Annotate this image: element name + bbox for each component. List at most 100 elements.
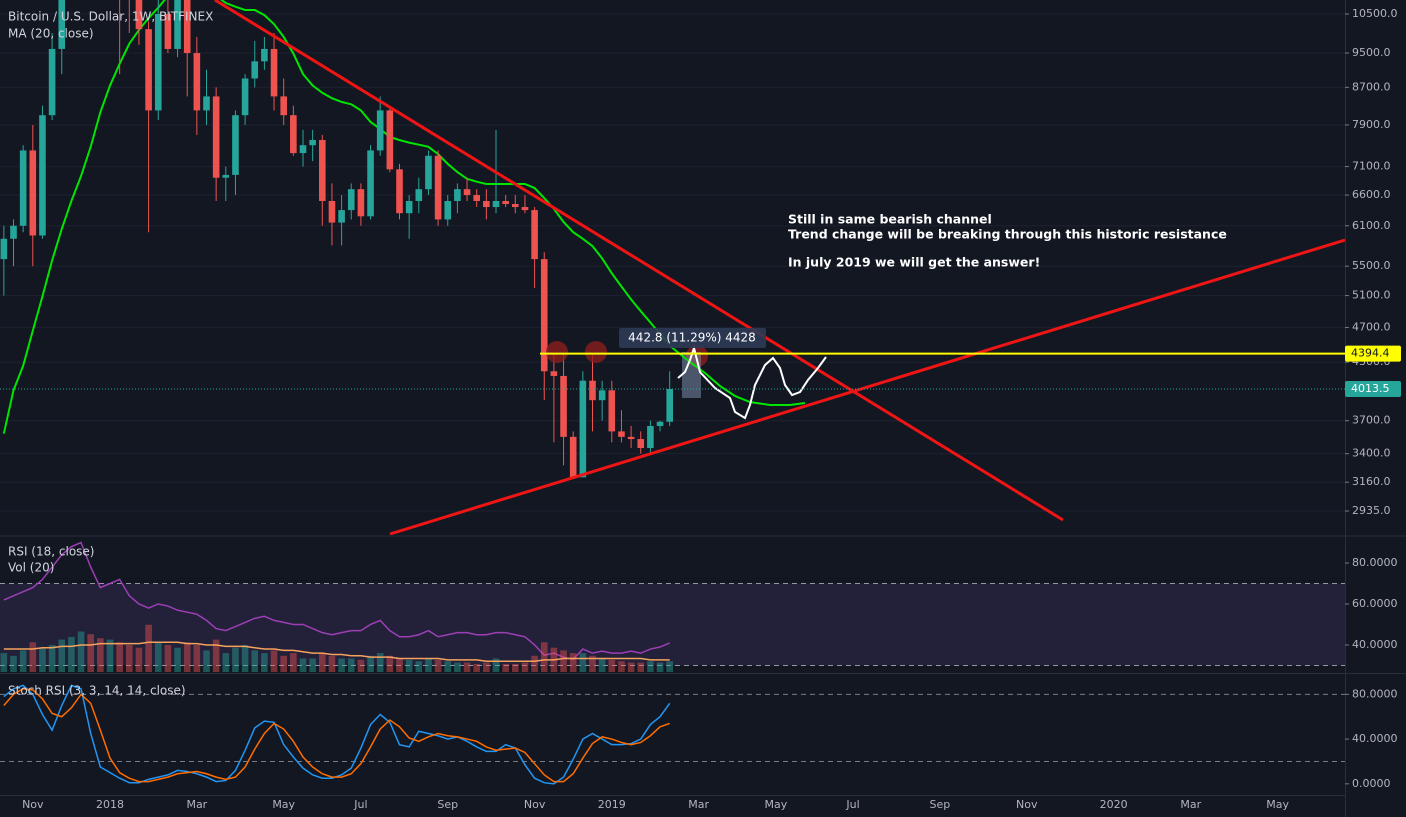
candle-body — [280, 96, 287, 116]
volume-bar — [376, 653, 384, 672]
candle-body — [338, 210, 345, 223]
candle-body — [396, 169, 403, 214]
projection-scribble — [677, 344, 827, 420]
stoch-pane — [3, 684, 671, 785]
x-tick-label: May — [1266, 798, 1289, 811]
volume-bar — [666, 661, 673, 672]
volume-bar — [241, 645, 249, 672]
price-label: 4394.4 — [1351, 347, 1390, 360]
x-tick-label: Sep — [930, 798, 951, 811]
y-tick-label: 4700.0 — [1352, 320, 1391, 333]
candle-body — [212, 96, 220, 178]
volume-bar — [29, 642, 37, 672]
x-tick-label: Mar — [1180, 798, 1201, 811]
marker-circle — [585, 341, 607, 363]
series-line — [2, 0, 671, 434]
candle-body — [10, 225, 17, 239]
candle-body — [319, 140, 326, 202]
series-line — [3, 687, 670, 783]
candle-body — [232, 115, 239, 175]
volume-bar — [0, 653, 8, 672]
price-label-box — [1345, 345, 1401, 362]
candle-body — [512, 204, 519, 208]
candle-body — [58, 0, 66, 49]
candle-body — [540, 259, 548, 372]
candle-body — [145, 29, 152, 111]
y-tick-label: 8700.0 — [1352, 80, 1391, 93]
annotation: In july 2019 we will get the answer! — [788, 255, 1040, 270]
candle-body — [483, 201, 490, 208]
y-tick-label: 7900.0 — [1352, 118, 1391, 131]
volume-bar — [280, 655, 287, 672]
x-tick-label: May — [764, 798, 787, 811]
candle-body — [299, 145, 307, 154]
volume-bar — [473, 663, 480, 672]
volume-bar — [579, 653, 587, 672]
candle-body — [656, 421, 664, 427]
y-tick-label: 80.0000 — [1352, 687, 1398, 700]
volume-bar — [174, 647, 181, 672]
drawings — [214, 0, 1345, 535]
volume-bar — [434, 659, 442, 672]
volume-bar — [656, 662, 664, 672]
trend-line — [389, 238, 1345, 535]
volume-bar — [290, 653, 297, 672]
volume-bar — [39, 647, 46, 672]
volume-bar — [222, 653, 230, 672]
candle-body — [550, 371, 558, 376]
chart-title: Bitcoin / U.S. Dollar, 1W, BITFINEX — [8, 10, 213, 24]
candle-body — [444, 201, 452, 220]
volume-bar — [10, 655, 17, 672]
measure-label: 442.8 (11.29%) 4428 — [628, 331, 756, 345]
volume-bar — [521, 662, 529, 672]
volume-bar — [68, 636, 75, 672]
volume-bar — [483, 662, 490, 672]
volume-bar — [232, 647, 239, 672]
series-line — [3, 641, 670, 662]
volume-bar — [347, 658, 355, 672]
candle-body — [0, 238, 8, 260]
candle-body — [241, 78, 249, 116]
volume-bar — [77, 631, 85, 672]
price-lines — [0, 352, 1345, 390]
candle-body — [492, 201, 500, 208]
rsi-pane — [0, 541, 673, 672]
candle-body — [357, 189, 365, 217]
candle-body — [174, 0, 181, 49]
annotation: Still in same bearish channel — [788, 212, 992, 227]
candle-body — [531, 210, 538, 260]
y-tick-label: 3700.0 — [1352, 414, 1391, 427]
volume-bar — [608, 659, 616, 672]
volume-bar — [58, 639, 66, 672]
x-tick-label: 2020 — [1100, 798, 1128, 811]
grid — [0, 13, 1345, 762]
marker-circle — [546, 341, 568, 363]
candle-body — [39, 115, 46, 236]
volume-bar — [261, 653, 268, 672]
candle-body — [579, 380, 587, 478]
candle-body — [608, 390, 616, 432]
candle-body — [386, 110, 394, 170]
candle-body — [666, 388, 673, 422]
y-tick-label: 3400.0 — [1352, 447, 1391, 460]
volume-bar — [154, 642, 162, 672]
candle-body — [164, 14, 172, 49]
volume-bar — [589, 655, 596, 672]
price-pane — [0, 0, 673, 478]
x-tick-label: 2019 — [598, 798, 626, 811]
volume-bar — [367, 655, 374, 672]
candle-body — [135, 0, 143, 30]
volume-bar — [193, 645, 201, 672]
volume-bar — [627, 662, 635, 672]
candle-body — [222, 174, 230, 178]
price-label-box — [1345, 380, 1401, 397]
volume-bar — [87, 634, 94, 672]
y-tick-label: 80.0000 — [1352, 556, 1398, 569]
y-tick-label: 0.0000 — [1352, 777, 1391, 790]
candle-body — [589, 380, 596, 401]
volume-bar — [405, 659, 413, 672]
volume-bar — [116, 642, 123, 672]
x-tick-label: May — [272, 798, 295, 811]
